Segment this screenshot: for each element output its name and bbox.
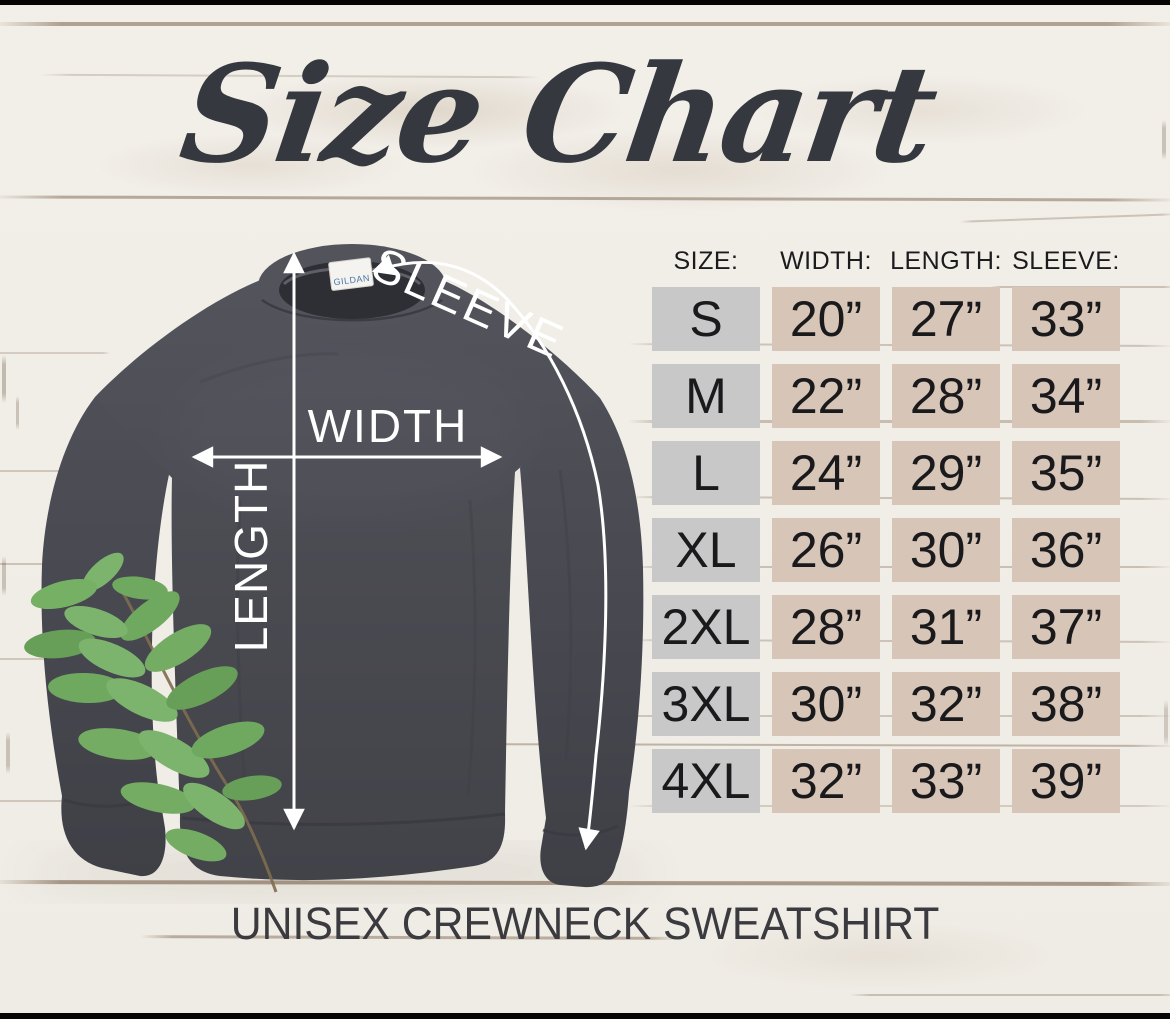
table-header-row: SIZE: WIDTH: LENGTH: SLEEVE:: [652, 247, 1120, 275]
size-cell: M: [652, 364, 760, 428]
size-cell: 4XL: [652, 749, 760, 813]
length-cell: 31”: [892, 595, 1000, 659]
width-cell: 32”: [772, 749, 880, 813]
size-cell: 2XL: [652, 595, 760, 659]
size-tag: GILDAN: [328, 257, 374, 291]
bottom-border-bar: [0, 1013, 1170, 1019]
sleeve-cell: 39”: [1012, 749, 1120, 813]
length-label: LENGTH: [225, 460, 277, 653]
col-header-length: LENGTH:: [890, 247, 1002, 275]
tag-brand-text: GILDAN: [333, 273, 370, 287]
width-cell: 26”: [772, 518, 880, 582]
width-cell: 20”: [772, 287, 880, 351]
leaflet: [165, 828, 227, 862]
wood-knot-mark: [1164, 700, 1168, 746]
length-cell: 30”: [892, 518, 1000, 582]
leaflet: [24, 629, 96, 659]
leaflet: [112, 576, 168, 600]
col-header-width: WIDTH:: [780, 247, 872, 275]
leaflet: [120, 591, 180, 641]
table-row: 2XL 28” 31” 37”: [652, 595, 1120, 659]
sleeve-cell: 33”: [1012, 287, 1120, 351]
top-border-bar: [0, 0, 1170, 5]
wood-knot-mark: [2, 355, 6, 403]
size-cell: 3XL: [652, 672, 760, 736]
width-cell: 24”: [772, 441, 880, 505]
table-row: S 20” 27” 33”: [652, 287, 1120, 351]
wood-groove: [0, 800, 110, 802]
fold-line: [236, 499, 248, 801]
leaflet: [138, 730, 210, 778]
table-row: 3XL 30” 32” 38”: [652, 672, 1120, 736]
wood-knot-mark: [1162, 120, 1166, 160]
length-cell: 29”: [892, 441, 1000, 505]
wood-groove: [0, 22, 1170, 26]
table-row: M 22” 28” 34”: [652, 364, 1120, 428]
leaflets: [24, 552, 282, 862]
leaflet: [78, 728, 158, 760]
wood-knot-mark: [6, 732, 10, 774]
leaflet: [144, 624, 212, 672]
wood-groove: [0, 352, 110, 354]
length-cell: 32”: [892, 672, 1000, 736]
size-table: SIZE: WIDTH: LENGTH: SLEEVE: S 20” 27” 3…: [652, 247, 1120, 813]
length-cell: 27”: [892, 287, 1000, 351]
width-cell: 30”: [772, 672, 880, 736]
leaflet: [183, 782, 245, 830]
length-cell: 28”: [892, 364, 1000, 428]
col-header-sleeve: SLEEVE:: [1012, 247, 1120, 275]
sleeve-cell: 35”: [1012, 441, 1120, 505]
size-cell: XL: [652, 518, 760, 582]
leaflet: [222, 775, 282, 801]
table-body: S 20” 27” 33” M 22” 28” 34” L 24” 29” 35…: [652, 287, 1120, 813]
wood-groove: [600, 715, 1170, 717]
leaflet: [191, 721, 265, 759]
wood-knot-mark: [2, 556, 6, 596]
table-row: XL 26” 30” 36”: [652, 518, 1120, 582]
wood-groove: [850, 994, 1170, 996]
length-cell: 33”: [892, 749, 1000, 813]
size-cell: S: [652, 287, 760, 351]
leaf-branch: [24, 552, 282, 893]
table-row: L 24” 29” 35”: [652, 441, 1120, 505]
product-caption: UNISEX CREWNECK SWEATSHIRT: [230, 898, 940, 949]
leaflet: [120, 782, 196, 814]
sleeve-cell: 34”: [1012, 364, 1120, 428]
width-cell: 28”: [772, 595, 880, 659]
wood-knot-mark: [16, 396, 19, 430]
leaflet: [64, 605, 128, 639]
width-label: WIDTH: [308, 400, 469, 452]
sleeve-arrow: [371, 254, 608, 851]
size-cell: L: [652, 441, 760, 505]
sleeve-cell: 37”: [1012, 595, 1120, 659]
width-cell: 22”: [772, 364, 880, 428]
sleeve-cell: 38”: [1012, 672, 1120, 736]
leaflet: [78, 638, 146, 678]
leaflet: [166, 666, 238, 710]
table-row: 4XL 32” 33” 39”: [652, 749, 1120, 813]
sleeve-cell: 36”: [1012, 518, 1120, 582]
right-sleeve: [520, 398, 644, 888]
col-header-size: SIZE:: [673, 247, 739, 275]
leaflet: [30, 578, 98, 610]
leaflet: [106, 678, 178, 722]
measurement-arrows: [191, 251, 608, 851]
leaflet: [48, 672, 124, 704]
